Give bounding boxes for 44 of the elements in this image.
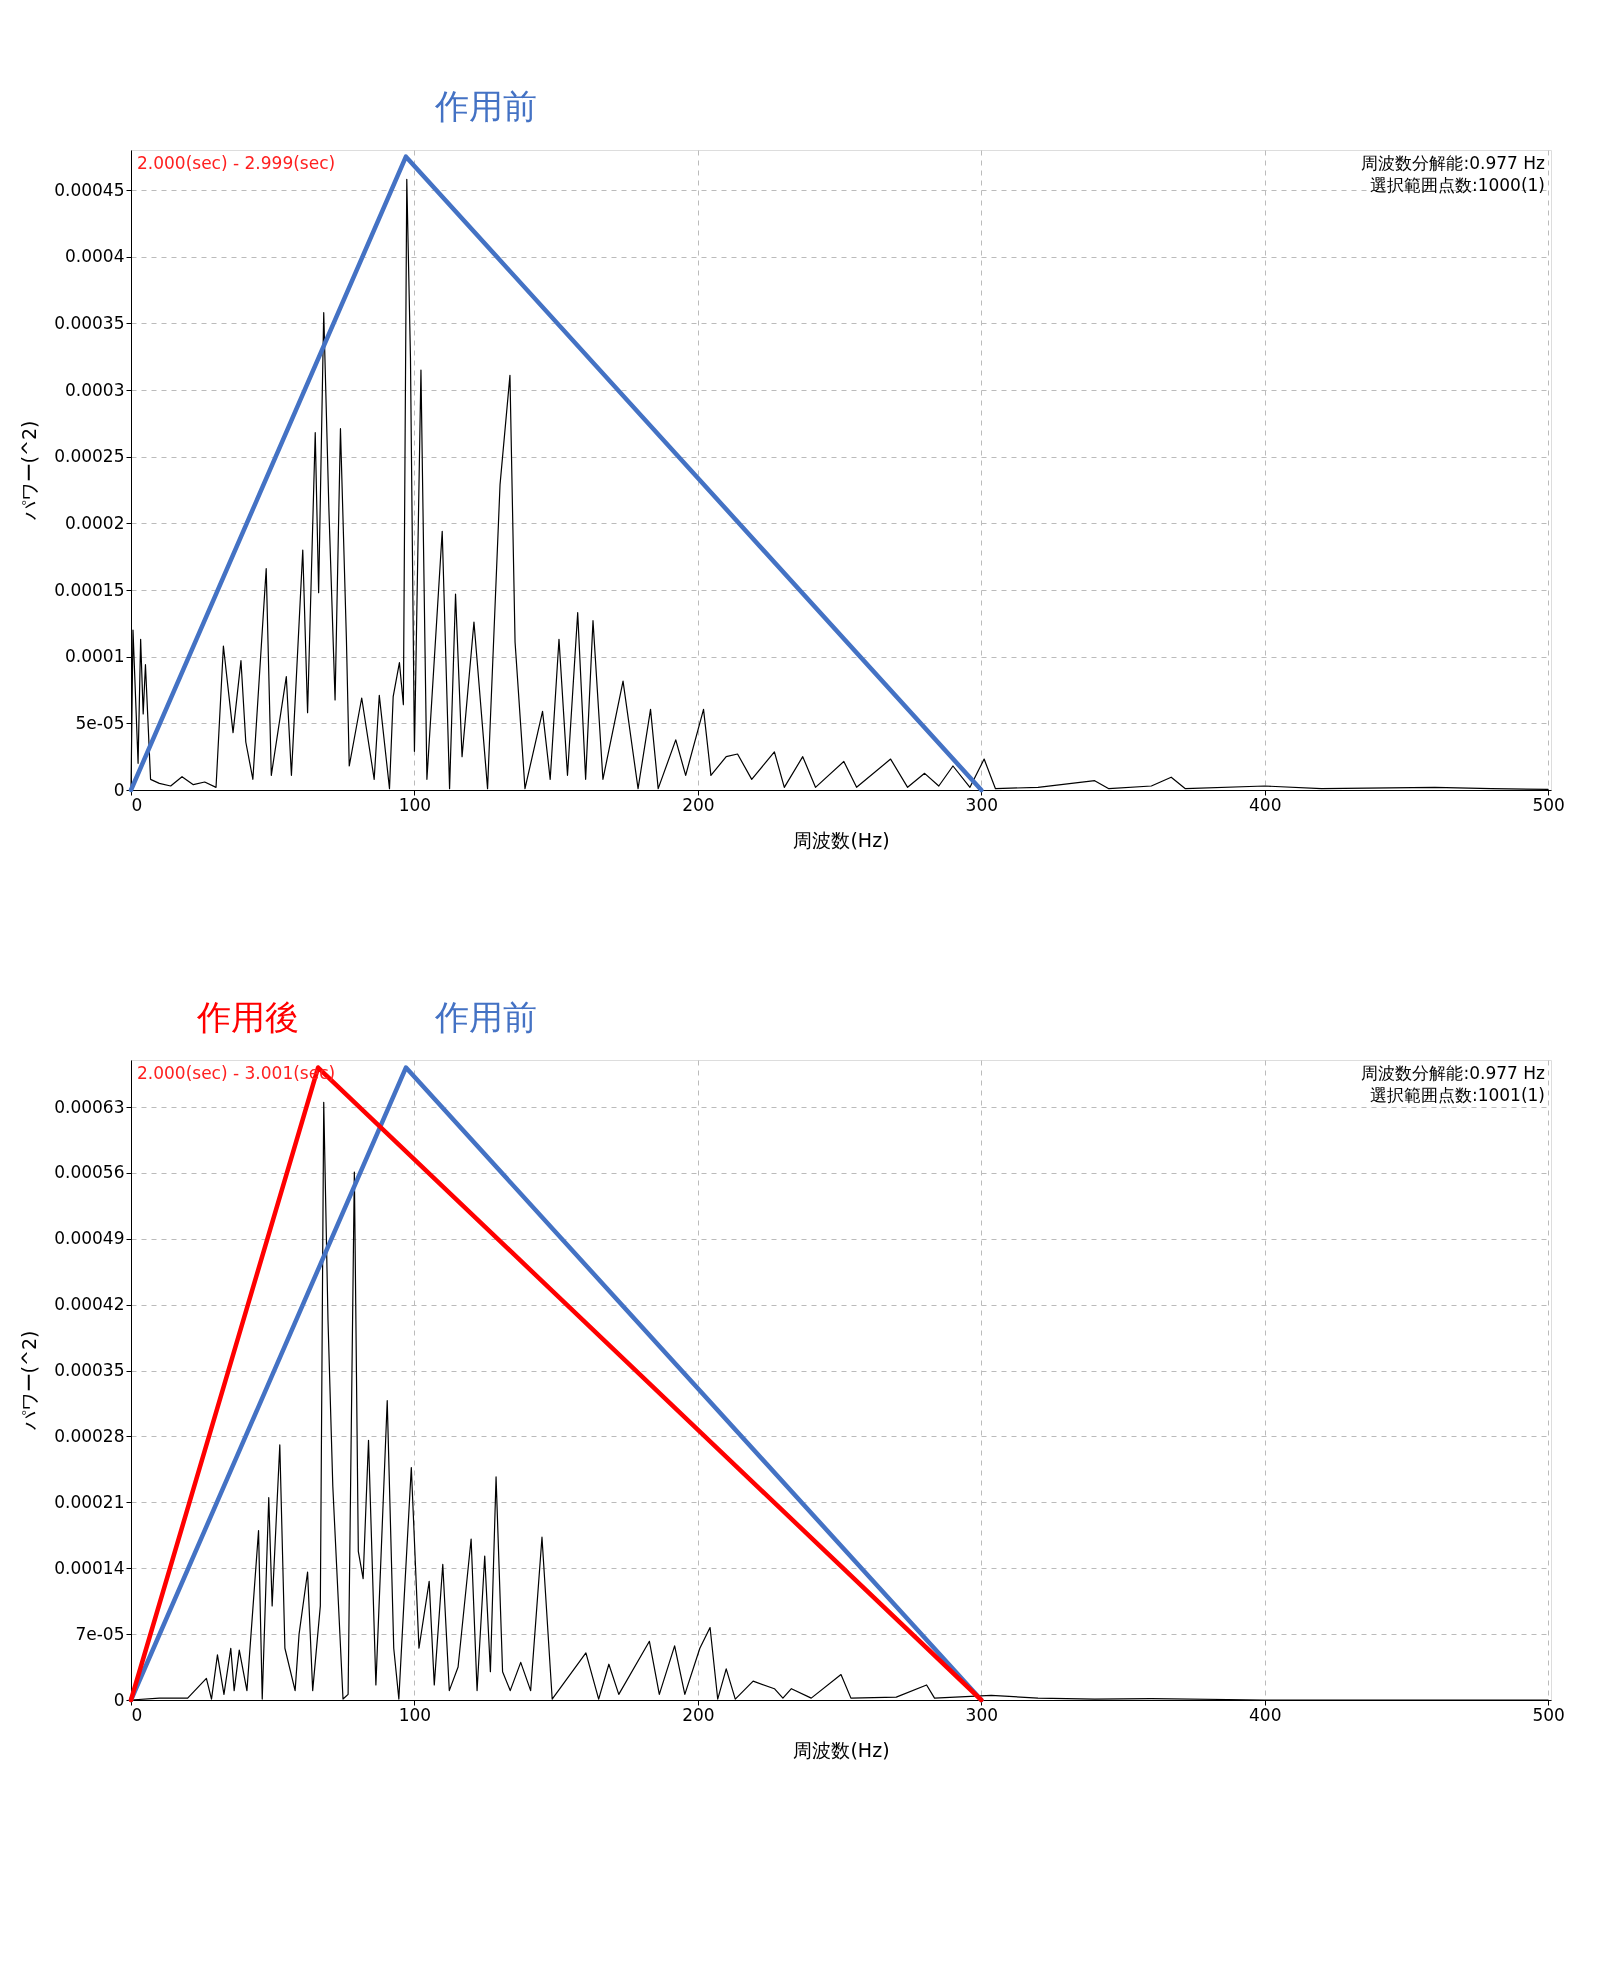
y-tick-label: 7e-05: [75, 1623, 125, 1644]
x-tick-label: 300: [965, 794, 999, 815]
y-tick-label: 0.0001: [65, 646, 125, 667]
x-axis-title: 周波数(Hz): [793, 1738, 890, 1761]
annotation: 選択範囲点数:1000(1): [1369, 175, 1545, 195]
y-tick-label: 0.00035: [54, 1360, 125, 1381]
x-tick-label: 400: [1249, 1704, 1282, 1725]
y-tick-label: 0.00021: [54, 1491, 125, 1512]
series-label: 作用前: [433, 85, 537, 126]
y-tick-label: 0.0003: [65, 379, 125, 400]
annotation: 周波数分解能:0.977 Hz: [1361, 153, 1546, 173]
x-tick-label: 300: [965, 1704, 999, 1725]
y-tick-label: 0.00042: [54, 1294, 125, 1315]
y-tick-label: 5e-05: [75, 712, 125, 733]
y-tick-label: 0.00028: [54, 1425, 125, 1446]
y-tick-label: 0.00014: [54, 1557, 125, 1578]
annotation: 選択範囲点数:1001(1): [1369, 1085, 1545, 1105]
y-tick-label: 0: [113, 1689, 125, 1710]
x-tick-label: 100: [398, 794, 432, 815]
x-tick-label: 500: [1532, 1704, 1565, 1725]
y-tick-label: 0.00035: [54, 312, 125, 333]
y-axis-title: パワー(^2): [18, 1330, 41, 1432]
x-tick-label: 0: [131, 794, 143, 815]
x-tick-label: 400: [1249, 794, 1282, 815]
y-tick-label: 0.00049: [54, 1228, 125, 1249]
y-tick-label: 0: [113, 779, 125, 800]
x-axis-title: 周波数(Hz): [793, 828, 890, 851]
y-tick-label: 0.0002: [65, 512, 125, 533]
y-tick-label: 0.00015: [54, 579, 125, 600]
y-tick-label: 0.00056: [54, 1162, 125, 1183]
y-tick-label: 0.00045: [54, 179, 125, 200]
series-label: 作用前: [433, 996, 537, 1037]
y-tick-label: 0.00063: [54, 1096, 125, 1117]
x-tick-label: 200: [682, 1704, 715, 1725]
annotation: 2.000(sec) - 2.999(sec): [137, 153, 336, 173]
y-axis-title: パワー(^2): [18, 420, 41, 522]
annotation: 周波数分解能:0.977 Hz: [1361, 1063, 1546, 1083]
x-tick-label: 200: [682, 794, 715, 815]
y-tick-label: 0.00025: [54, 446, 125, 467]
y-tick-label: 0.0004: [65, 246, 125, 267]
x-tick-label: 100: [398, 1704, 432, 1725]
x-tick-label: 0: [131, 1704, 143, 1725]
x-tick-label: 500: [1532, 794, 1565, 815]
series-label: 作用後: [196, 996, 300, 1037]
